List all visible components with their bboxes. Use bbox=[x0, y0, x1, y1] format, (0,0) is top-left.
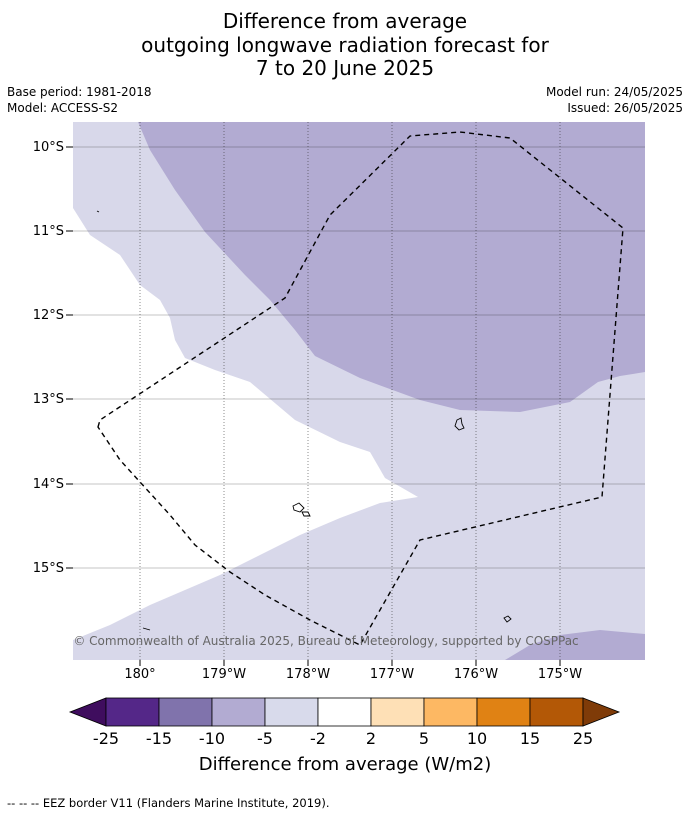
colorbar-segment bbox=[370, 697, 425, 727]
lat-label: 12°S bbox=[33, 308, 64, 323]
colorbar-segment bbox=[264, 697, 319, 727]
model-run: Model run: 24/05/2025 bbox=[545, 85, 683, 99]
lat-label: 10°S bbox=[33, 140, 64, 155]
colorbar-label: Difference from average (W/m2) bbox=[199, 754, 491, 775]
colorbar-tick: 15 bbox=[520, 729, 540, 748]
lon-label: 177°W bbox=[370, 667, 414, 682]
longitude-labels: 180° 179°W 178°W 177°W 176°W 175°W bbox=[124, 660, 582, 682]
colorbar-tick: -2 bbox=[310, 729, 326, 748]
lon-label: 179°W bbox=[202, 667, 246, 682]
anomaly-band-minus10-south bbox=[505, 630, 645, 660]
eez-border bbox=[97, 131, 624, 646]
anomaly-band-minus10-north bbox=[138, 122, 645, 412]
colorbar bbox=[68, 697, 621, 727]
lon-label: 178°W bbox=[286, 667, 330, 682]
colorbar-segment bbox=[105, 697, 160, 727]
title-line-3: 7 to 20 June 2025 bbox=[255, 56, 435, 80]
colorbar-segment bbox=[529, 697, 584, 727]
colorbar-tick: 25 bbox=[573, 729, 593, 748]
islands bbox=[96, 210, 512, 631]
issued-date: Issued: 26/05/2025 bbox=[567, 101, 683, 115]
copyright-notice: © Commonwealth of Australia 2025, Bureau… bbox=[73, 634, 578, 648]
colorbar-ticks: -25 -15 -10 -5 -2 2 5 10 15 25 bbox=[93, 729, 593, 748]
colorbar-segment bbox=[317, 697, 372, 727]
eez-legend-note: -- -- -- EEZ border V11 (Flanders Marine… bbox=[7, 796, 330, 810]
colorbar-segment bbox=[158, 697, 213, 727]
colorbar-segment bbox=[211, 697, 266, 727]
title-line-1: Difference from average bbox=[222, 9, 468, 33]
colorbar-high-arrow bbox=[582, 697, 621, 727]
lat-label: 15°S bbox=[33, 561, 64, 576]
model-name: Model: ACCESS-S2 bbox=[7, 101, 119, 115]
colorbar-tick: -25 bbox=[93, 729, 119, 748]
colorbar-tick: 2 bbox=[366, 729, 376, 748]
colorbar-segment bbox=[423, 697, 478, 727]
lon-label: 176°W bbox=[454, 667, 498, 682]
forecast-map: © Commonwealth of Australia 2025, Bureau… bbox=[33, 122, 645, 775]
lat-label: 11°S bbox=[33, 224, 64, 239]
colorbar-tick: -15 bbox=[146, 729, 172, 748]
neutral-band bbox=[73, 208, 418, 640]
colorbar-tick: -10 bbox=[199, 729, 225, 748]
colorbar-tick: 5 bbox=[419, 729, 429, 748]
lat-label: 14°S bbox=[33, 477, 64, 492]
lat-label: 13°S bbox=[33, 392, 64, 407]
graticule bbox=[73, 146, 645, 569]
colorbar-segment bbox=[476, 697, 531, 727]
base-period: Base period: 1981-2018 bbox=[7, 85, 152, 99]
lon-label: 180° bbox=[124, 667, 155, 682]
colorbar-low-arrow bbox=[68, 697, 107, 727]
colorbar-tick: -5 bbox=[257, 729, 273, 748]
title-line-2: outgoing longwave radiation forecast for bbox=[141, 33, 549, 57]
colorbar-tick: 10 bbox=[467, 729, 487, 748]
lon-label: 175°W bbox=[538, 667, 582, 682]
latitude-labels: 10°S 11°S 12°S 13°S 14°S 15°S bbox=[33, 140, 73, 576]
